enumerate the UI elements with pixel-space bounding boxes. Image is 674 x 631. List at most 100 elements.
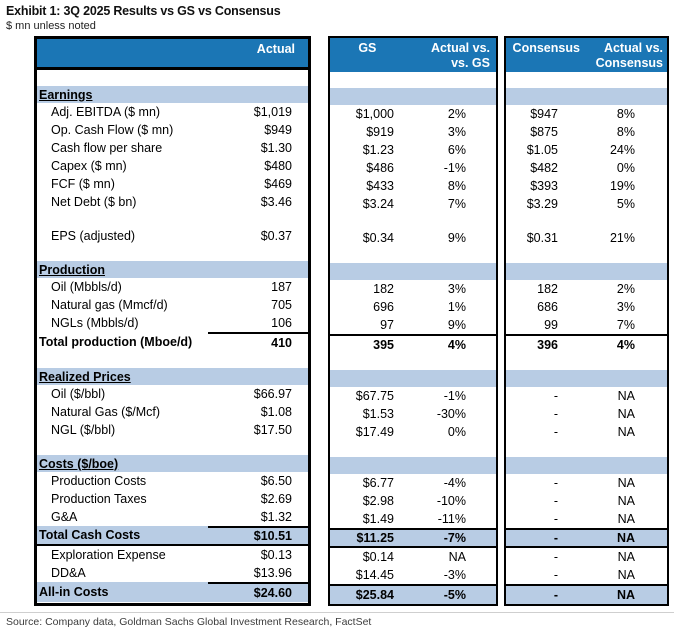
cell-actual: $949 bbox=[264, 123, 292, 137]
table-row: $1.49 -11% bbox=[330, 510, 496, 528]
actual-block: Actual Earnings Adj. EBITDA ($ mn) $1,019 O… bbox=[34, 36, 311, 606]
table-row: - NA bbox=[506, 405, 667, 423]
section-row bbox=[506, 263, 667, 280]
consensus-rows: $947 8% $875 8% $1.05 24% $482 0% $393 19% $3.29 5%… bbox=[506, 72, 667, 604]
cell-consensus: - bbox=[553, 550, 558, 564]
table-row: 696 1% bbox=[330, 298, 496, 316]
actual-header-label: Actual bbox=[256, 42, 295, 56]
cell-vs-gs: -10% bbox=[436, 494, 466, 508]
section-row bbox=[506, 88, 667, 105]
consensus-block: Consensus Actual vs. Consensus $947 8% $875… bbox=[504, 36, 669, 606]
cell-consensus: - bbox=[553, 476, 558, 490]
cell-gs: $6.77 bbox=[362, 476, 394, 490]
table-row: $3.24 7% bbox=[330, 195, 496, 213]
cell-gs: $2.98 bbox=[362, 494, 394, 508]
spacer-row bbox=[330, 354, 496, 370]
actual-vs-gs-line1: Actual vs. bbox=[430, 41, 490, 55]
section-row: Costs ($/boe) bbox=[37, 455, 308, 472]
cell-vs-gs: -7% bbox=[443, 531, 466, 545]
table-row: $875 8% bbox=[506, 123, 667, 141]
table-row: DD&A $13.96 bbox=[37, 564, 308, 582]
cell-label: Total Cash Costs bbox=[39, 528, 141, 542]
spacer-row bbox=[506, 354, 667, 370]
cell-label: Oil ($/bbl) bbox=[51, 387, 106, 401]
table-row: $1.23 6% bbox=[330, 141, 496, 159]
consensus-header-label: Consensus bbox=[512, 41, 580, 55]
actual-vs-gs-line2: vs. GS bbox=[451, 56, 490, 70]
cell-consensus: 99 bbox=[544, 318, 558, 332]
cell-vs-consensus: NA bbox=[617, 389, 635, 403]
cell-vs-gs: 0% bbox=[447, 425, 466, 439]
cell-label: Production Costs bbox=[51, 474, 147, 488]
consensus-column-header: Consensus Actual vs. Consensus bbox=[506, 38, 667, 72]
cell-vs-gs: -1% bbox=[443, 389, 466, 403]
cell-consensus: - bbox=[553, 588, 558, 602]
cell-actual: $0.13 bbox=[260, 548, 292, 562]
table-row: $67.75 -1% bbox=[330, 387, 496, 405]
spacer-row bbox=[37, 70, 308, 86]
section-label: Costs ($/boe) bbox=[39, 456, 119, 471]
section-label: Earnings bbox=[39, 87, 93, 102]
cell-consensus: $947 bbox=[530, 107, 558, 121]
table-row: NGL ($/bbl) $17.50 bbox=[37, 421, 308, 439]
source-note: Source: Company data, Goldman Sachs Glob… bbox=[6, 616, 372, 628]
table-row: $0.31 21% bbox=[506, 229, 667, 247]
table-row: Oil (Mbbls/d) 187 bbox=[37, 278, 308, 296]
cell-consensus: $393 bbox=[530, 179, 558, 193]
cell-consensus: - bbox=[553, 389, 558, 403]
cell-gs: $433 bbox=[366, 179, 394, 193]
cell-actual: $1.30 bbox=[260, 141, 292, 155]
table-row: NGLs (Mbbls/d) 106 bbox=[37, 314, 308, 332]
section-row bbox=[330, 457, 496, 474]
cell-consensus: - bbox=[553, 531, 558, 545]
actual-rows: Earnings Adj. EBITDA ($ mn) $1,019 Op. Cash… bbox=[37, 70, 308, 602]
gs-column-header: GS Actual vs. vs. GS bbox=[330, 38, 496, 72]
cell-label: Capex ($ mn) bbox=[51, 159, 127, 173]
cell-vs-consensus: NA bbox=[617, 407, 635, 421]
cell-consensus: - bbox=[553, 425, 558, 439]
cell-vs-consensus: 19% bbox=[609, 179, 635, 193]
table-row: - NA bbox=[506, 566, 667, 584]
cell-gs: $67.75 bbox=[355, 389, 394, 403]
cell-actual: 410 bbox=[208, 332, 308, 352]
total-row: 395 4% bbox=[330, 334, 496, 354]
table-row: Exploration Expense $0.13 bbox=[37, 546, 308, 564]
spacer-row bbox=[37, 439, 308, 455]
table-row: $433 8% bbox=[330, 177, 496, 195]
cell-consensus: - bbox=[553, 568, 558, 582]
table-row: Natural Gas ($/Mcf) $1.08 bbox=[37, 403, 308, 421]
section-row: Realized Prices bbox=[37, 368, 308, 385]
cell-label: NGLs (Mbbls/d) bbox=[51, 316, 139, 330]
exhibit-subtitle: $ mn unless noted bbox=[6, 20, 96, 32]
cell-gs: 182 bbox=[373, 282, 394, 296]
cell-vs-gs: 9% bbox=[447, 231, 466, 245]
cell-gs: $11.25 bbox=[356, 531, 394, 545]
cell-vs-consensus: 21% bbox=[609, 231, 635, 245]
cell-consensus: - bbox=[553, 407, 558, 421]
cell-vs-gs: 3% bbox=[447, 282, 466, 296]
total-row: 396 4% bbox=[506, 334, 667, 354]
section-row bbox=[506, 457, 667, 474]
spacer-row bbox=[330, 247, 496, 263]
cell-vs-gs: 9% bbox=[447, 318, 466, 332]
cell-gs: $14.45 bbox=[355, 568, 394, 582]
cell-label: NGL ($/bbl) bbox=[51, 423, 116, 437]
cell-actual: $13.96 bbox=[253, 566, 292, 580]
cell-label: Op. Cash Flow ($ mn) bbox=[51, 123, 174, 137]
total-row: All-in Costs $24.60 bbox=[37, 582, 308, 602]
table-row: EPS (adjusted) $0.37 bbox=[37, 227, 308, 245]
cell-vs-consensus: 24% bbox=[609, 143, 635, 157]
table-row: Production Costs $6.50 bbox=[37, 472, 308, 490]
cell-vs-consensus: NA bbox=[616, 588, 635, 602]
section-row: Production bbox=[37, 261, 308, 278]
cell-label: G&A bbox=[51, 510, 78, 524]
cell-actual: $24.60 bbox=[208, 582, 308, 602]
cell-vs-consensus: 4% bbox=[616, 338, 635, 352]
table-row: $1.05 24% bbox=[506, 141, 667, 159]
cell-label: Exploration Expense bbox=[51, 548, 166, 562]
cell-vs-gs: 8% bbox=[447, 179, 466, 193]
table-row: Adj. EBITDA ($ mn) $1,019 bbox=[37, 103, 308, 121]
section-row bbox=[506, 370, 667, 387]
table-row: FCF ($ mn) $469 bbox=[37, 175, 308, 193]
table-row: 182 2% bbox=[506, 280, 667, 298]
